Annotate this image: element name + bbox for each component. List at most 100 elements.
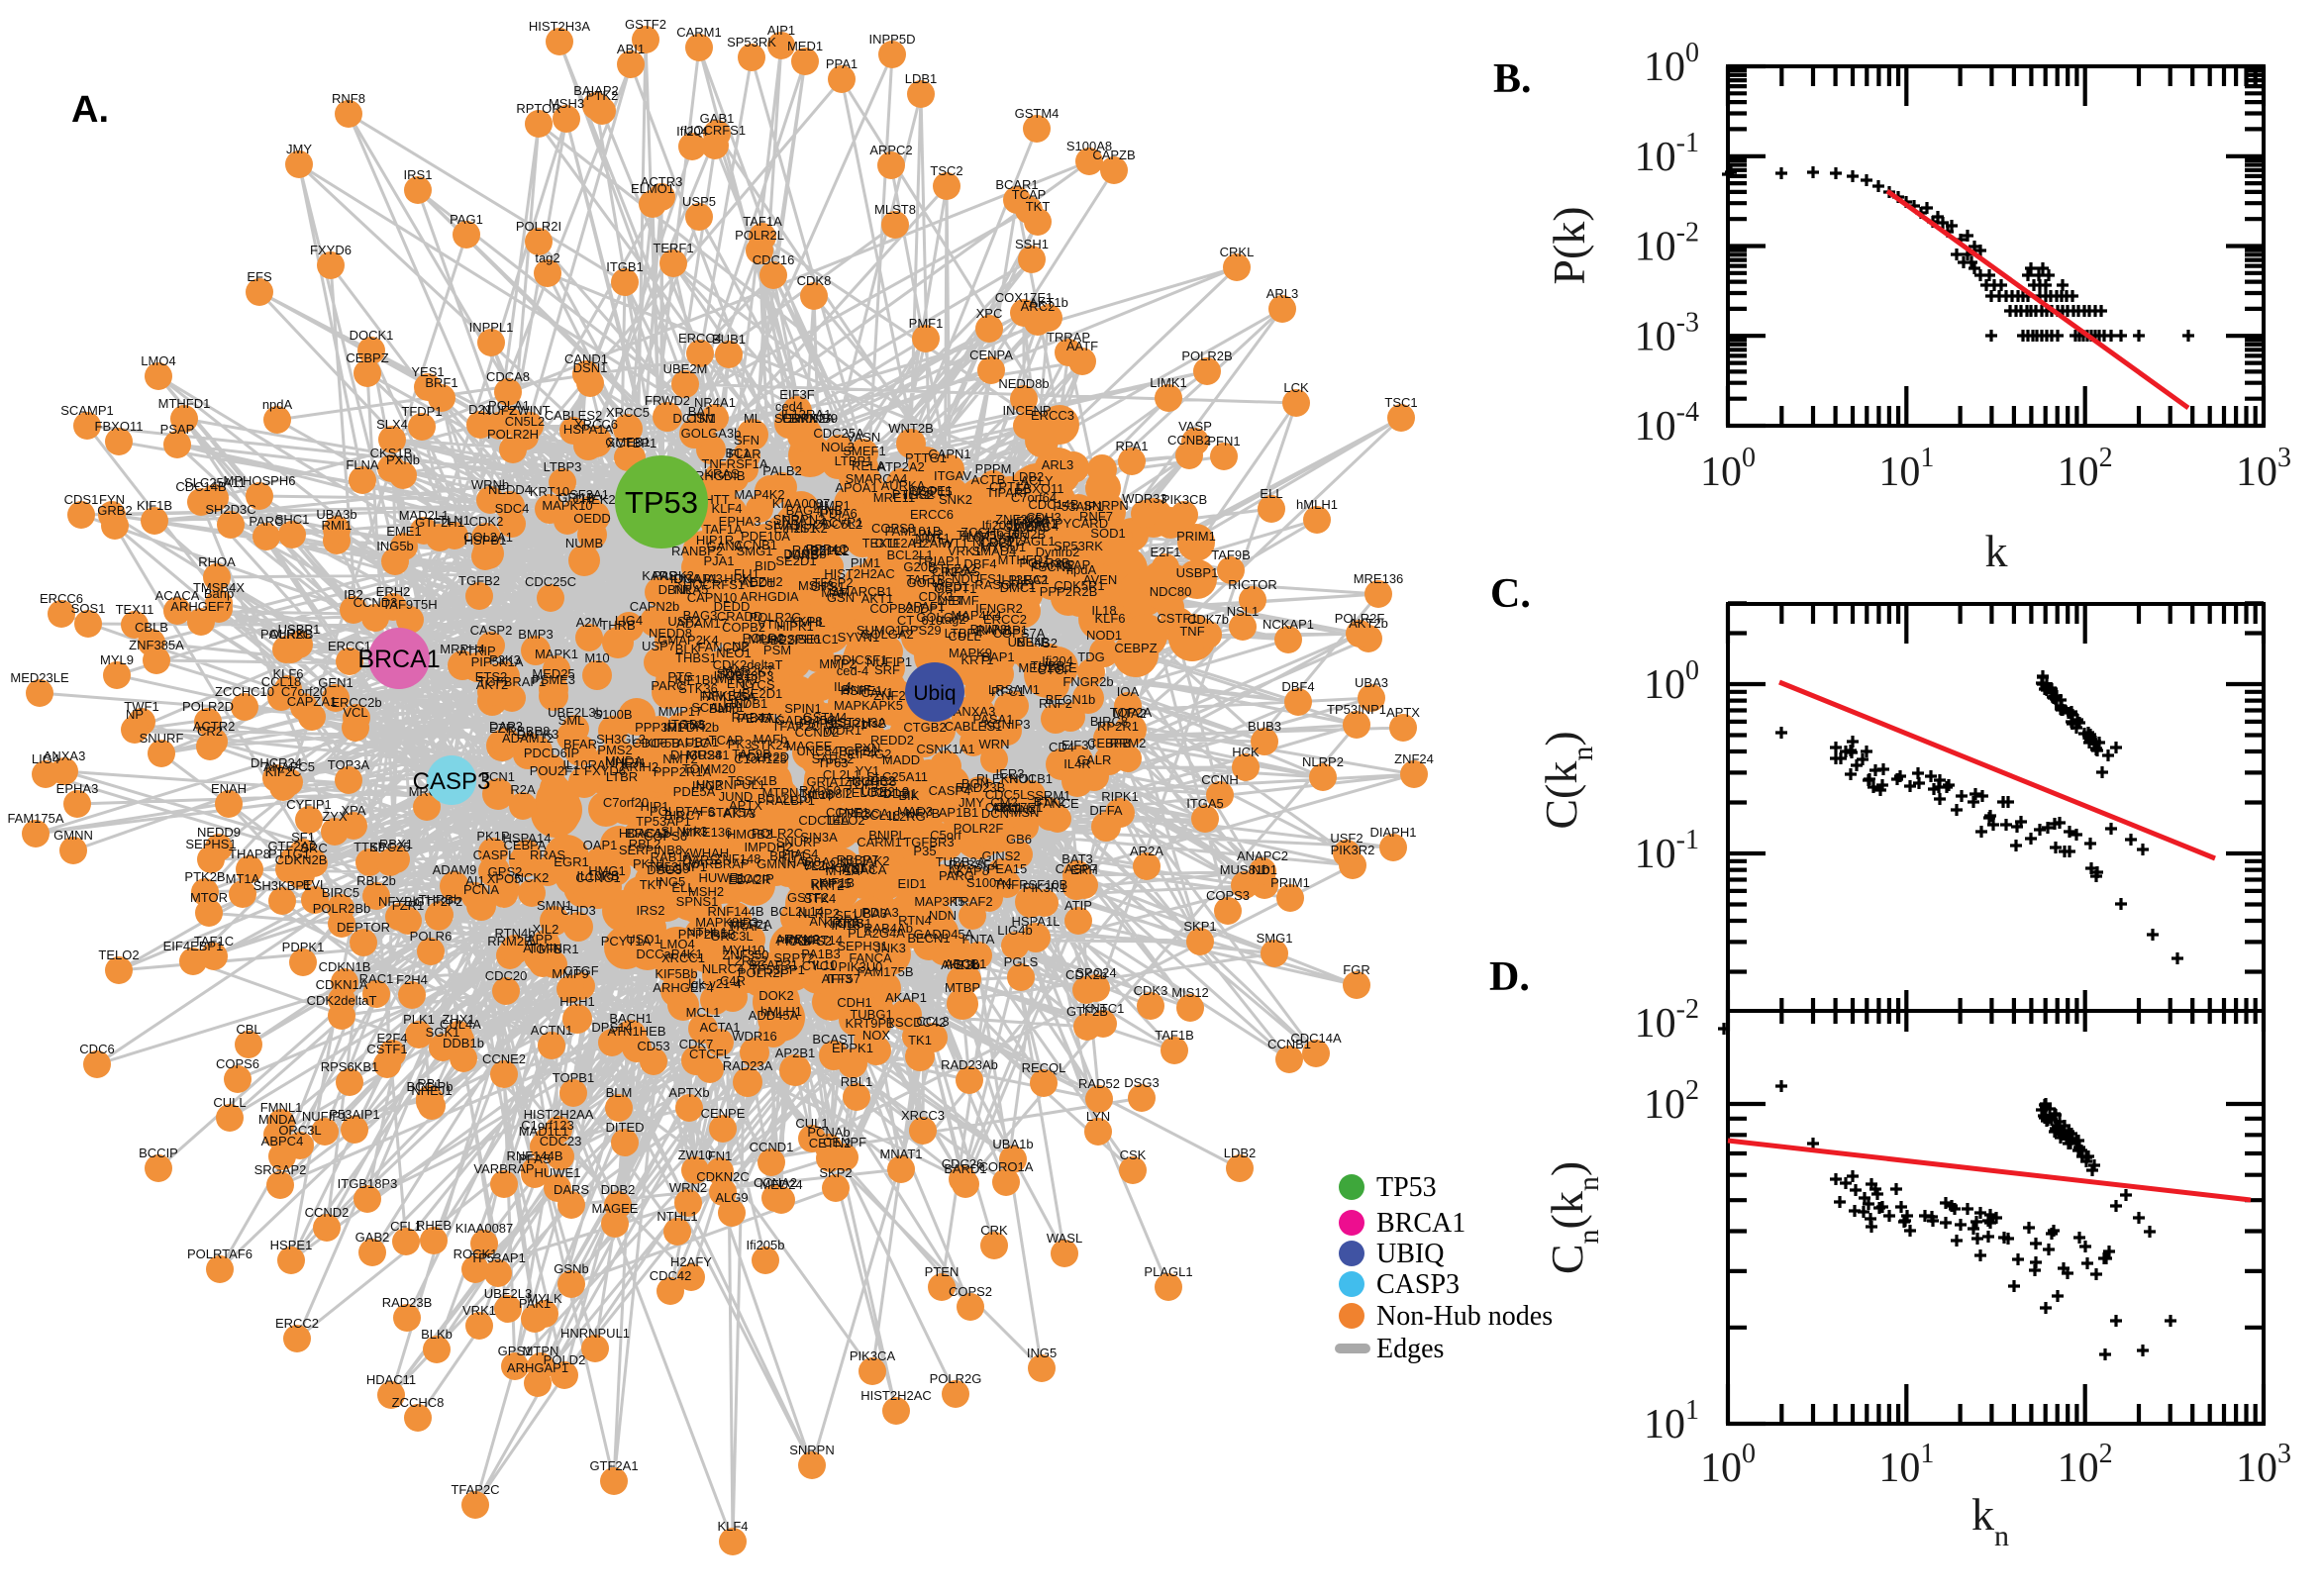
svg-text:E1L: E1L: [956, 957, 978, 972]
svg-text:INPPL1: INPPL1: [469, 320, 514, 335]
svg-text:BRF1: BRF1: [425, 375, 457, 390]
svg-text:PEA15: PEA15: [987, 861, 1027, 876]
svg-text:CCNB2: CCNB2: [1167, 433, 1211, 448]
svg-text:KIAA0087: KIAA0087: [772, 496, 831, 511]
svg-text:TAF1A: TAF1A: [743, 214, 782, 229]
svg-text:NUFIP1: NUFIP1: [866, 654, 912, 669]
svg-text:BUB3: BUB3: [1248, 719, 1281, 734]
svg-text:BRCA2: BRCA2: [626, 826, 668, 841]
svg-text:CCND2: CCND2: [795, 725, 840, 740]
svg-text:CDS1: CDS1: [64, 492, 99, 507]
svg-text:SF1: SF1: [835, 908, 858, 923]
svg-text:ATP2A2: ATP2A2: [877, 459, 924, 474]
svg-text:MAGEE: MAGEE: [786, 739, 833, 753]
svg-text:POU2F1: POU2F1: [530, 763, 580, 778]
svg-text:PAG1: PAG1: [450, 212, 483, 227]
svg-text:SLC25A11: SLC25A11: [866, 769, 928, 784]
svg-text:NUCB2: NUCB2: [852, 773, 895, 788]
svg-text:POLR2H: POLR2H: [487, 427, 539, 442]
svg-text:ORC3L: ORC3L: [710, 929, 753, 944]
svg-text:C1orf123: C1orf123: [521, 1118, 573, 1133]
svg-text:FAM101B: FAM101B: [884, 524, 941, 539]
svg-text:PRIM1: PRIM1: [1270, 875, 1310, 890]
svg-text:TAF1B: TAF1B: [1155, 1028, 1194, 1043]
svg-text:IL10: IL10: [812, 957, 837, 972]
svg-text:ELL: ELL: [1260, 486, 1282, 501]
svg-text:GOLGA3b: GOLGA3b: [681, 426, 742, 441]
svg-text:BA1: BA1: [688, 404, 713, 419]
svg-text:IL13RA2: IL13RA2: [998, 572, 1049, 587]
svg-text:USP15: USP15: [911, 484, 952, 499]
svg-text:F2H4: F2H4: [396, 972, 428, 987]
svg-text:10-1: 10-1: [1635, 128, 1699, 180]
svg-text:SLC25A11: SLC25A11: [184, 475, 246, 490]
svg-text:TNB: TNB: [817, 503, 843, 518]
svg-text:CDKN1A: CDKN1A: [316, 977, 368, 992]
svg-text:SOD1: SOD1: [1090, 526, 1125, 541]
svg-text:Tnfaip8l2: Tnfaip8l2: [799, 786, 852, 801]
svg-text:M10: M10: [584, 650, 609, 665]
svg-text:RANBP1: RANBP1: [976, 623, 1028, 638]
svg-text:CDC20: CDC20: [485, 968, 528, 983]
svg-text:HMGB2: HMGB2: [727, 827, 772, 842]
svg-text:NFKB1: NFKB1: [702, 688, 744, 703]
svg-text:SMARCA4: SMARCA4: [846, 471, 908, 486]
svg-text:PIM1: PIM1: [851, 555, 880, 570]
svg-text:WDR16: WDR16: [732, 1029, 777, 1044]
svg-text:CEBPB: CEBPB: [1087, 736, 1131, 750]
svg-text:MTHFD1: MTHFD1: [158, 396, 211, 411]
svg-text:CCNA2: CCNA2: [754, 1175, 797, 1190]
svg-text:10-2: 10-2: [1635, 218, 1699, 270]
svg-text:100: 100: [1644, 655, 1699, 708]
svg-text:ACTR3: ACTR3: [641, 174, 683, 189]
svg-text:ING5: ING5: [1027, 1346, 1057, 1360]
svg-text:GB6: GB6: [1006, 832, 1032, 847]
svg-text:USBP1: USBP1: [1176, 565, 1219, 580]
svg-text:TUBB: TUBB: [1031, 658, 1065, 673]
svg-text:BCCIP: BCCIP: [139, 1146, 178, 1160]
svg-text:CBL: CBL: [236, 1022, 260, 1037]
svg-text:GMNN: GMNN: [53, 828, 93, 843]
svg-text:PLEC1: PLEC1: [1008, 572, 1049, 587]
svg-text:MCL1: MCL1: [686, 1005, 721, 1020]
svg-text:NRA5: NRA5: [674, 582, 709, 597]
svg-text:MPHOSPH6: MPHOSPH6: [749, 632, 821, 647]
svg-text:PLEKHO1: PLEKHO1: [976, 771, 1036, 786]
svg-text:POLD2: POLD2: [743, 631, 785, 646]
svg-text:TTK: TTK: [758, 711, 783, 726]
svg-text:IFNG: IFNG: [1012, 514, 1043, 529]
svg-text:NUF2: NUF2: [482, 403, 516, 418]
svg-text:TELO2: TELO2: [98, 948, 139, 962]
svg-text:MNDA: MNDA: [258, 1112, 297, 1127]
svg-text:ML: ML: [744, 411, 761, 426]
svg-text:ADAM12: ADAM12: [502, 731, 554, 746]
svg-text:PPP2R2B: PPP2R2B: [1040, 584, 1098, 599]
svg-text:TMSB4X: TMSB4X: [193, 580, 245, 595]
svg-text:CASP2: CASP2: [470, 623, 513, 638]
svg-text:PARK2: PARK2: [653, 568, 694, 583]
svg-text:SP53RK: SP53RK: [1054, 539, 1103, 553]
svg-text:CEBPZ: CEBPZ: [346, 350, 388, 365]
svg-text:CAPZA1: CAPZA1: [287, 694, 338, 709]
svg-text:POLA1: POLA1: [488, 398, 530, 413]
svg-text:CDKN2A: CDKN2A: [782, 411, 835, 426]
svg-text:OAP1: OAP1: [583, 838, 618, 852]
svg-text:CETN2: CETN2: [809, 1136, 852, 1150]
svg-text:AKT2: AKT2: [476, 677, 509, 692]
svg-text:JMY: JMY: [959, 795, 984, 810]
svg-text:TX5: TX5: [682, 718, 706, 733]
svg-text:USBP1: USBP1: [278, 622, 321, 637]
svg-text:KNTC1: KNTC1: [1082, 1001, 1125, 1016]
svg-text:CDK5R1: CDK5R1: [1054, 578, 1104, 593]
svg-text:NR4A1: NR4A1: [694, 395, 736, 410]
svg-text:YES1: YES1: [411, 364, 444, 379]
svg-text:PPP3CA: PPP3CA: [838, 806, 889, 821]
svg-text:ND1: ND1: [1252, 862, 1277, 877]
svg-text:FRWD2: FRWD2: [645, 393, 690, 408]
svg-text:GSPT1: GSPT1: [935, 581, 977, 596]
svg-text:BAG4: BAG4: [786, 503, 821, 518]
svg-text:HSPE1: HSPE1: [270, 1238, 313, 1252]
svg-text:ETS2: ETS2: [475, 669, 508, 684]
svg-text:PSAP: PSAP: [160, 422, 195, 437]
svg-text:GTF2A2: GTF2A2: [928, 561, 976, 576]
